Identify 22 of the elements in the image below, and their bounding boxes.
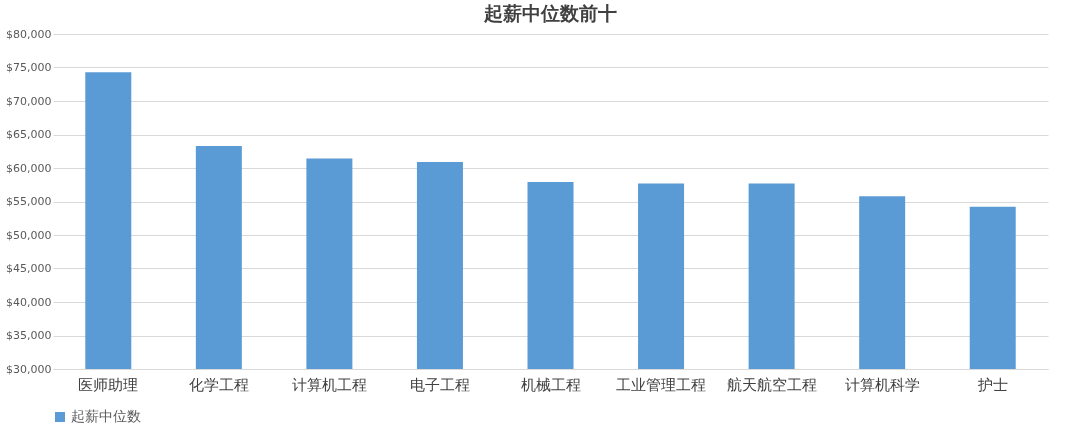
- y-tick-label: $65,000: [6, 128, 52, 141]
- x-tick-label: 化学工程: [188, 375, 249, 394]
- x-tick-label: 机械工程: [520, 375, 581, 394]
- y-tick-label: $35,000: [6, 329, 52, 342]
- x-tick-label: 航天航空工程: [726, 375, 817, 394]
- x-tick-label: 计算机工程: [291, 375, 367, 394]
- x-tick-label: 工业管理工程: [616, 375, 707, 394]
- y-tick-label: $30,000: [6, 362, 52, 376]
- y-tick-label: $45,000: [6, 262, 52, 275]
- x-tick-label: 医师助理: [78, 375, 139, 394]
- y-tick-label: $80,000: [6, 27, 52, 41]
- x-tick-label: 电子工程: [409, 375, 470, 394]
- x-tick-label: 护士: [976, 375, 1008, 394]
- y-tick-label: $40,000: [6, 295, 52, 309]
- y-tick-label: $55,000: [6, 195, 52, 208]
- y-tick-label: $60,000: [6, 161, 52, 175]
- x-tick-label: 计算机科学: [844, 375, 920, 394]
- y-tick-label: $50,000: [6, 228, 52, 242]
- legend-label: 起薪中位数: [71, 408, 141, 424]
- chart-title: 起薪中位数前十: [483, 2, 617, 24]
- y-tick-label: $75,000: [6, 61, 52, 74]
- y-tick-label: $70,000: [6, 94, 52, 108]
